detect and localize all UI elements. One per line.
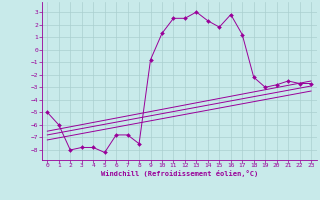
X-axis label: Windchill (Refroidissement éolien,°C): Windchill (Refroidissement éolien,°C) [100, 170, 258, 177]
